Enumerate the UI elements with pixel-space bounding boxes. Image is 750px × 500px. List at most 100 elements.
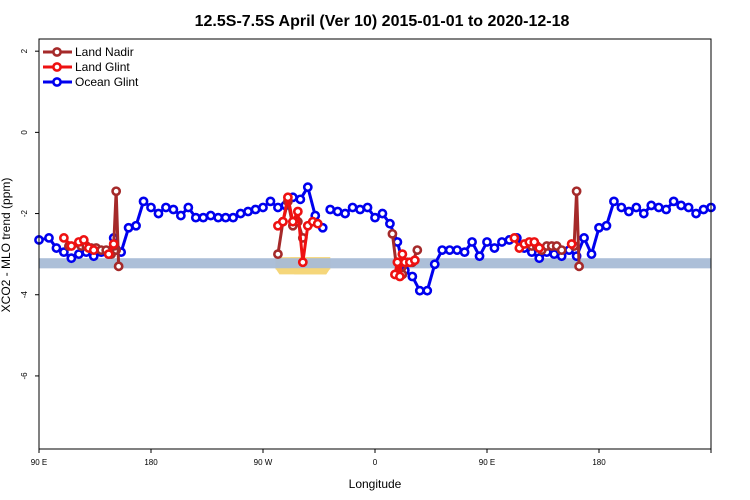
data-point [73,249,84,260]
data-point [571,186,582,197]
data-point [609,196,619,207]
data-point [78,235,89,245]
data-point [653,202,664,213]
data-point [422,285,433,296]
data-point [586,249,597,260]
data-point [295,194,306,205]
data-point [392,257,403,268]
x-tick-label: 180 [144,458,158,467]
data-point [497,237,507,247]
data-point [340,208,351,219]
reference-band [39,258,711,269]
y-axis-label: XCO2 - MLO trend (ppm) [0,178,13,313]
data-point [594,222,604,233]
chart-title: 12.5S-7.5S April (Ver 10) 2015-01-01 to … [195,13,570,30]
data-point [273,202,283,213]
legend-swatch-marker [52,62,62,72]
data-point [258,202,268,213]
data-point [198,212,209,223]
data-point [161,202,171,213]
data-point [459,247,470,258]
data-point [205,210,216,221]
data-point [623,206,634,217]
legend-item: Ocean Glint [43,75,139,89]
x-axis-label: Longitude [349,477,402,491]
data-point [278,216,288,227]
data-point [265,196,276,207]
data-point [325,204,336,215]
data-point [397,249,408,260]
data-point [407,271,418,282]
data-point [213,212,224,223]
data-point [444,245,455,255]
data-point [235,208,246,219]
data-point [489,243,500,253]
y-tick-label: 2 [20,48,29,53]
data-point [153,208,164,219]
x-tick-label: 0 [373,458,378,467]
series-layer [34,182,716,296]
legend-swatch-marker [52,77,62,87]
data-point [452,245,463,255]
data-point [616,202,627,213]
data-point [58,247,69,258]
data-point [549,249,560,260]
data-point [387,228,398,239]
data-point [556,245,567,255]
data-point [108,239,119,249]
data-point [88,245,99,255]
data-point [332,206,343,217]
data-point [347,202,358,213]
land-band-wedge-1 [290,268,331,275]
data-point [631,202,642,213]
data-point [138,196,149,207]
x-axis-ticks: 90 E 180 90 W 0 90 E 180 [31,449,712,467]
data-point [103,249,114,260]
data-point [676,200,687,211]
data-point [355,204,365,215]
data-point [566,239,577,249]
data-point [579,233,589,243]
y-tick-label: -2 [20,209,29,217]
legend-item: Land Nadir [43,45,134,59]
data-point [661,204,672,215]
data-point [414,285,425,296]
data-point [113,261,124,272]
y-axis-ticks: 2 0 -2 -4 -6 [20,48,39,379]
data-point [683,202,694,213]
data-point [668,196,679,207]
y-tick-label: 0 [20,130,29,135]
data-point [534,243,545,253]
data-point [370,212,380,223]
legend-item: Land Glint [43,60,130,74]
data-point [302,182,313,193]
x-tick-label: 90 W [254,458,273,467]
y-tick-label: -4 [20,291,29,299]
legend-label: Land Nadir [75,45,134,59]
data-point [273,249,283,260]
data-point [168,204,179,215]
data-point [66,241,77,251]
data-point [646,200,657,211]
legend-swatch-marker [52,47,62,57]
data-point [282,192,293,203]
data-point [601,220,612,231]
data-point [529,237,540,247]
data-point [243,206,253,217]
data-point [437,245,448,255]
series-land-glint [58,192,577,282]
data-point [190,212,201,223]
data-point [131,220,141,231]
data-point [482,237,492,247]
data-point [44,233,54,243]
data-point [429,259,440,270]
data-point [287,216,298,227]
x-tick-label: 90 E [479,458,495,467]
data-point [250,204,261,215]
y-tick-label: -6 [20,372,29,380]
data-point [698,204,709,215]
data-point [312,218,323,229]
data-point [123,222,134,233]
